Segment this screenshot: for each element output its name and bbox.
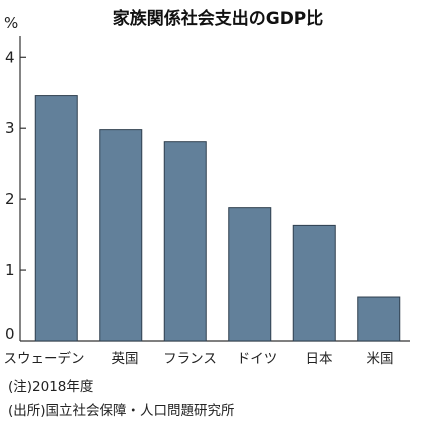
bar bbox=[99, 129, 143, 342]
y-tick-label: 0 bbox=[5, 325, 15, 343]
category-label: スウェーデン bbox=[4, 350, 85, 367]
bar bbox=[357, 296, 401, 342]
bar bbox=[228, 207, 272, 342]
category-label: 米国 bbox=[367, 351, 394, 367]
y-tick-label: 3 bbox=[5, 119, 15, 137]
y-tick-label: 1 bbox=[5, 261, 15, 279]
y-tick-label: 4 bbox=[5, 48, 15, 66]
footnote-source: (出所)国立社会保障・人口問題研究所 bbox=[8, 403, 235, 419]
bar bbox=[163, 141, 207, 342]
category-label: 日本 bbox=[306, 351, 333, 367]
bar bbox=[34, 95, 78, 342]
footnote-year: (注)2018年度 bbox=[8, 379, 94, 395]
category-label: フランス bbox=[163, 351, 217, 367]
category-label: 英国 bbox=[112, 350, 139, 367]
bar bbox=[292, 224, 336, 342]
y-unit-label: % bbox=[4, 14, 18, 32]
chart-title: 家族関係社会支出のGDP比 bbox=[112, 9, 324, 29]
y-tick-label: 2 bbox=[5, 190, 15, 208]
category-label: ドイツ bbox=[237, 351, 278, 367]
